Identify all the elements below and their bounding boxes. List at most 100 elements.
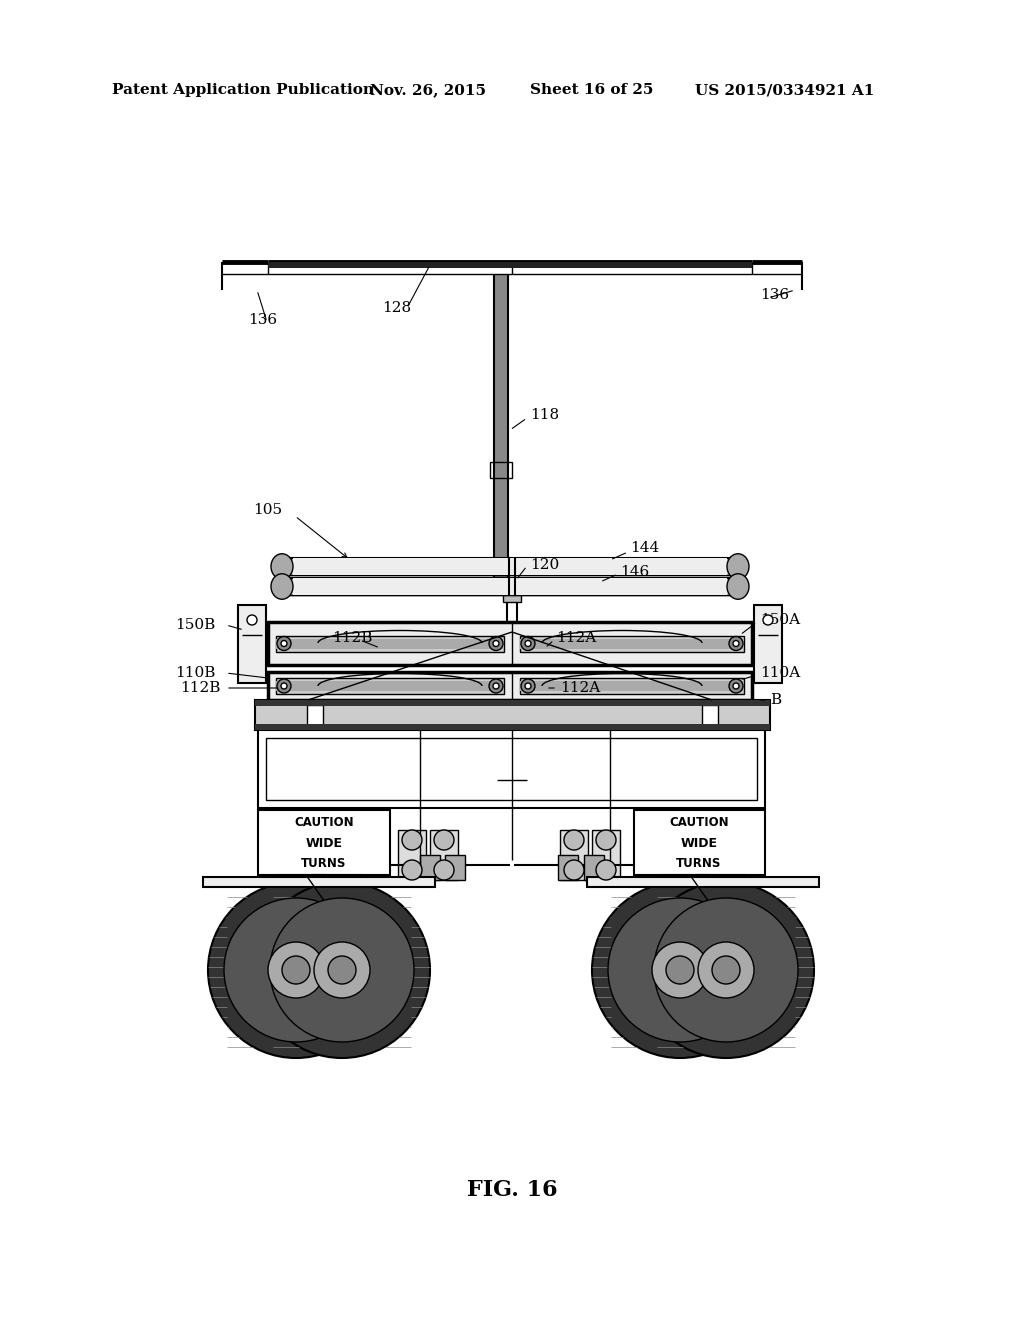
Circle shape <box>259 705 279 725</box>
Circle shape <box>493 682 499 689</box>
Text: 112A: 112A <box>556 631 596 645</box>
Text: 112B: 112B <box>180 681 220 696</box>
Text: TURNS: TURNS <box>301 858 347 870</box>
Circle shape <box>608 898 752 1041</box>
Polygon shape <box>262 832 280 855</box>
Bar <box>494 275 508 590</box>
Circle shape <box>525 640 531 647</box>
Bar <box>490 462 512 478</box>
Circle shape <box>596 861 616 880</box>
Bar <box>584 855 604 880</box>
Text: Sheet 16 of 25: Sheet 16 of 25 <box>530 83 653 96</box>
Circle shape <box>521 678 535 693</box>
Text: WIDE: WIDE <box>305 837 342 850</box>
Circle shape <box>712 956 740 983</box>
Text: 112B: 112B <box>332 631 373 645</box>
Bar <box>255 700 770 730</box>
Bar <box>445 855 465 880</box>
Circle shape <box>314 942 370 998</box>
Circle shape <box>281 640 287 647</box>
Circle shape <box>208 882 384 1059</box>
Circle shape <box>746 705 766 725</box>
Text: 112A: 112A <box>560 681 600 696</box>
Text: 110B: 110B <box>175 667 215 680</box>
Ellipse shape <box>727 554 749 579</box>
Bar <box>276 681 504 690</box>
Bar <box>307 705 323 725</box>
Bar <box>520 681 744 690</box>
Bar <box>398 830 426 880</box>
Text: WIDE: WIDE <box>681 837 718 850</box>
Circle shape <box>270 898 414 1041</box>
Circle shape <box>652 942 708 998</box>
Circle shape <box>278 678 291 693</box>
Bar <box>203 876 435 887</box>
Circle shape <box>733 682 739 689</box>
Bar <box>634 810 765 875</box>
Circle shape <box>666 956 694 983</box>
Circle shape <box>698 942 754 998</box>
Ellipse shape <box>271 574 293 599</box>
Circle shape <box>224 898 368 1041</box>
Circle shape <box>282 956 310 983</box>
Bar <box>754 605 782 682</box>
Circle shape <box>489 678 503 693</box>
Circle shape <box>278 636 291 651</box>
Text: 150B: 150B <box>175 618 215 632</box>
Text: 118: 118 <box>530 408 559 422</box>
Ellipse shape <box>271 554 293 579</box>
Text: Patent Application Publication: Patent Application Publication <box>112 83 374 96</box>
Circle shape <box>525 682 531 689</box>
Circle shape <box>592 882 768 1059</box>
Circle shape <box>328 956 356 983</box>
Circle shape <box>281 682 287 689</box>
Text: Nov. 26, 2015: Nov. 26, 2015 <box>370 83 486 96</box>
Bar <box>560 830 588 880</box>
Circle shape <box>763 615 773 624</box>
Circle shape <box>489 636 503 651</box>
Text: 128: 128 <box>382 301 411 315</box>
Circle shape <box>434 830 454 850</box>
Circle shape <box>247 615 257 624</box>
Bar <box>520 639 744 648</box>
Circle shape <box>493 640 499 647</box>
Text: FIG. 16: FIG. 16 <box>467 1179 557 1201</box>
Text: 110A: 110A <box>760 667 800 680</box>
Text: CAUTION: CAUTION <box>294 817 354 829</box>
Text: 105: 105 <box>253 503 283 517</box>
Bar <box>592 830 620 880</box>
Polygon shape <box>638 832 656 855</box>
Bar <box>258 730 765 808</box>
Circle shape <box>402 861 422 880</box>
Bar <box>494 275 508 590</box>
Bar <box>268 622 752 665</box>
Circle shape <box>521 636 535 651</box>
Circle shape <box>283 705 303 725</box>
Circle shape <box>402 830 422 850</box>
Text: 144: 144 <box>630 541 659 554</box>
Text: TURNS: TURNS <box>676 858 722 870</box>
Bar <box>278 558 742 576</box>
Ellipse shape <box>727 574 749 599</box>
Circle shape <box>729 678 743 693</box>
Bar <box>520 635 744 652</box>
Bar <box>268 672 752 700</box>
Bar <box>293 578 727 595</box>
Bar <box>255 723 770 730</box>
Text: US 2015/0334921 A1: US 2015/0334921 A1 <box>695 83 874 96</box>
Circle shape <box>254 882 430 1059</box>
Bar <box>293 558 727 576</box>
Circle shape <box>654 898 798 1041</box>
Text: 146: 146 <box>620 565 649 579</box>
Bar <box>520 678 744 694</box>
Bar <box>503 579 521 602</box>
Circle shape <box>596 830 616 850</box>
Bar <box>276 639 504 648</box>
Bar <box>255 700 770 706</box>
Circle shape <box>268 942 324 998</box>
Bar <box>587 876 819 887</box>
Circle shape <box>434 861 454 880</box>
Bar <box>702 705 718 725</box>
Polygon shape <box>368 832 386 855</box>
Bar <box>258 810 390 875</box>
